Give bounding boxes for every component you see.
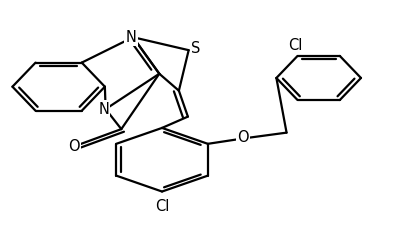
Text: O: O: [68, 139, 79, 154]
Text: O: O: [237, 130, 248, 145]
Text: N: N: [98, 102, 109, 117]
Text: N: N: [126, 30, 136, 45]
Text: Cl: Cl: [288, 38, 303, 53]
Text: Cl: Cl: [155, 199, 169, 214]
Text: S: S: [191, 41, 200, 56]
